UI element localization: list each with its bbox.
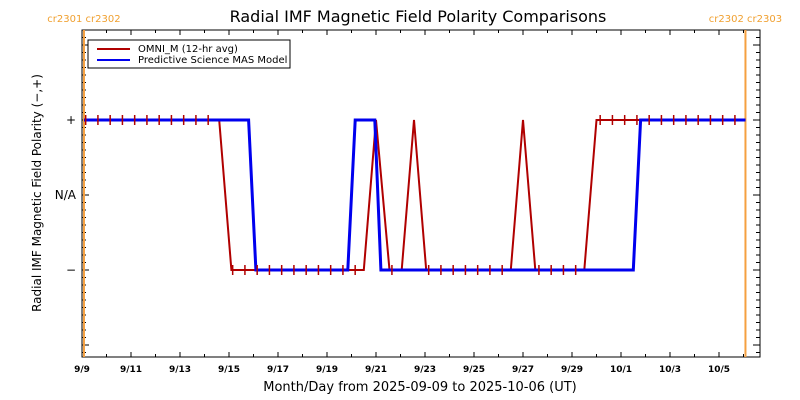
legend-label-mas: Predictive Science MAS Model — [138, 55, 287, 66]
x-tick-label: 9/17 — [267, 365, 289, 375]
x-tick-label: 10/1 — [610, 365, 632, 375]
x-tick-label: 9/13 — [169, 365, 191, 375]
x-tick-label: 9/23 — [414, 365, 436, 375]
mas-series-line — [84, 118, 746, 272]
x-tick-label: 9/21 — [365, 365, 387, 375]
y-tick-label: + — [66, 113, 76, 127]
carrington-rotation-label: cr2302 cr2303 — [709, 14, 782, 25]
y-tick-label: − — [66, 263, 76, 277]
x-tick-label: 10/3 — [659, 365, 681, 375]
carrington-rotation-label: cr2301 cr2302 — [47, 14, 120, 25]
x-tick-label: 9/29 — [561, 365, 583, 375]
x-tick-label: 10/5 — [708, 365, 730, 375]
y-axis-label: Radial IMF Magnetic Field Polarity (−,+) — [30, 74, 44, 312]
legend-box — [87, 39, 291, 69]
x-tick-label: 9/15 — [218, 365, 240, 375]
x-tick-label: 9/9 — [74, 365, 90, 375]
chart-title: Radial IMF Magnetic Field Polarity Compa… — [230, 7, 607, 26]
y-tick-label: N/A — [55, 188, 77, 202]
x-tick-label: 9/25 — [463, 365, 485, 375]
x-tick-label: 9/27 — [512, 365, 534, 375]
x-tick-label: 9/11 — [120, 365, 142, 375]
x-axis-label: Month/Day from 2025-09-09 to 2025-10-06 … — [263, 380, 576, 395]
x-tick-label: 9/19 — [316, 365, 338, 375]
plot-frame — [81, 29, 761, 358]
legend: OMNI_M (12-hr avg) Predictive Science MA… — [87, 39, 291, 69]
omni-series-line — [84, 119, 746, 271]
legend-label-omni: OMNI_M (12-hr avg) — [138, 44, 238, 55]
